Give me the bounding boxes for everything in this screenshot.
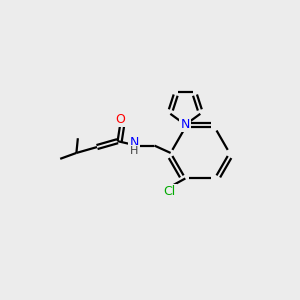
Text: H: H bbox=[130, 146, 139, 156]
Text: Cl: Cl bbox=[163, 185, 175, 198]
Text: N: N bbox=[181, 118, 190, 131]
Text: O: O bbox=[115, 113, 125, 126]
Text: N: N bbox=[130, 136, 139, 148]
